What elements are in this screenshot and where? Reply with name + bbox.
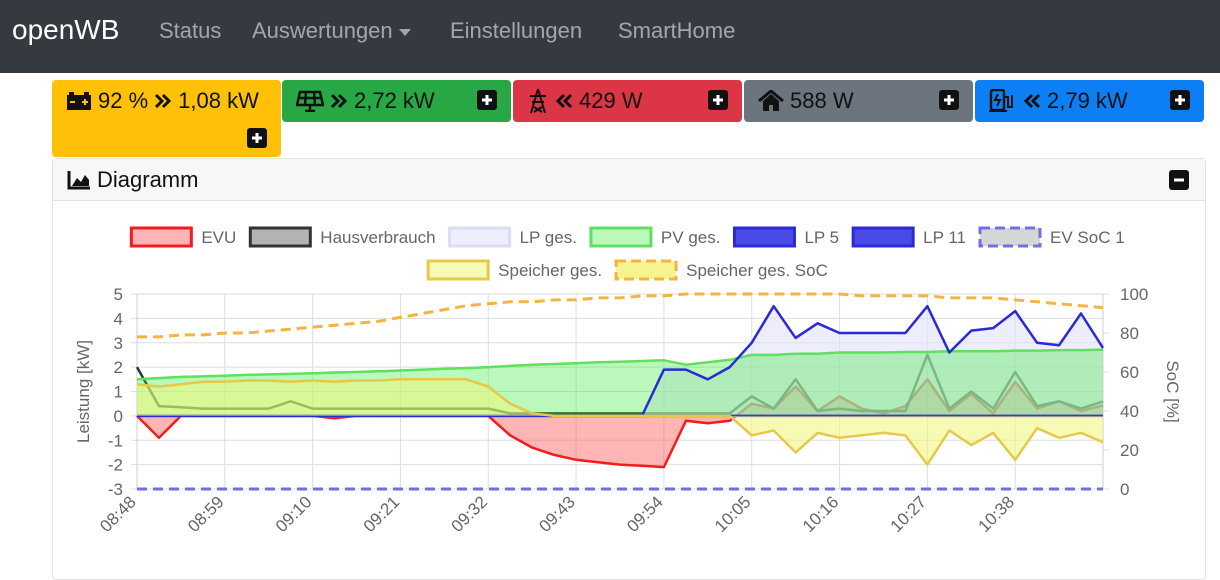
tile-value: 92 % (98, 88, 149, 113)
plus-button[interactable] (939, 90, 959, 110)
plus-button[interactable] (477, 90, 497, 110)
nav-link[interactable]: SmartHome (618, 18, 736, 43)
y-tick-label: 4 (114, 309, 123, 328)
legend-swatch (426, 259, 490, 281)
y2-axis-title: SoC [%] (1163, 360, 1182, 422)
house-tile[interactable]: 588 W (744, 80, 973, 122)
plus-button[interactable] (708, 90, 728, 110)
y2-tick-label: 0 (1120, 480, 1129, 499)
brand[interactable]: openWB (12, 14, 120, 45)
nav-link[interactable]: Auswertungen (252, 18, 393, 43)
legend-row: EVU Hausverbrauch LP ges. PV ges. LP 5 LP 11 E… (129, 226, 1125, 248)
tile-text: 429 W (527, 88, 643, 114)
arrow-icon (1023, 93, 1041, 109)
navbar: openWB Status Auswertungen Einstellungen… (0, 0, 1220, 73)
x-tick-label: 10:16 (799, 492, 843, 536)
collapse-button[interactable] (1169, 170, 1189, 190)
chart-icon (67, 171, 90, 190)
y2-tick-label: 20 (1120, 441, 1139, 460)
x-tick-label: 08:59 (184, 492, 228, 536)
x-tick-label: 10:27 (887, 492, 931, 536)
x-tick-label: 09:32 (448, 492, 492, 536)
legend-swatch (589, 226, 653, 248)
x-tick-label: 09:54 (623, 492, 667, 536)
tile-value: 2,72 kW (354, 88, 435, 113)
battery-tile[interactable]: 92 % 1,08 kW (52, 80, 281, 157)
arrow-icon (155, 93, 172, 109)
y2-tick-label: 100 (1120, 285, 1148, 304)
series-line (136, 348, 1104, 381)
chargepoint-tile[interactable]: 2,79 kW (975, 80, 1204, 122)
area (137, 379, 1103, 465)
solar-icon (296, 90, 324, 112)
series-line (137, 292, 1104, 339)
series-line (136, 378, 1104, 466)
legend-label: Speicher ges. SoC (686, 261, 828, 280)
y-tick-label: 2 (114, 358, 123, 377)
tile-text: 92 % 1,08 kW (66, 88, 259, 114)
battery-icon (67, 92, 91, 110)
y-tick-label: -2 (108, 456, 123, 475)
nav-link[interactable]: Einstellungen (450, 18, 583, 43)
legend-swatch (614, 259, 678, 281)
x-tick-label: 09:10 (272, 492, 316, 536)
legend-swatch (448, 226, 512, 248)
nav-link[interactable]: Status (159, 18, 222, 43)
pylon-icon (530, 88, 546, 114)
legend-label: LP ges. (520, 228, 577, 247)
charger-icon (989, 89, 1013, 112)
tile-text: 588 W (758, 88, 854, 114)
x-tick-label: 10:05 (711, 492, 755, 536)
plus-button[interactable] (247, 128, 267, 148)
legend-label: EV SoC 1 (1050, 228, 1125, 247)
legend-label: LP 11 (923, 228, 966, 247)
y-tick-label: 3 (114, 334, 123, 353)
house-icon (758, 90, 784, 111)
x-tick-label: 09:21 (360, 492, 404, 536)
arrow-icon (330, 93, 348, 109)
legend-swatch (732, 226, 796, 248)
tile-value: 2,79 kW (1047, 88, 1128, 113)
legend-label: EVU (201, 228, 236, 247)
plus-button[interactable] (1170, 90, 1190, 110)
y-tick-label: 5 (114, 285, 123, 304)
nav-dropdown[interactable]: Auswertungen (252, 18, 411, 44)
pv-tile[interactable]: 2,72 kW (282, 80, 511, 122)
tile-text: 2,79 kW (989, 88, 1128, 114)
legend-swatch (248, 226, 312, 248)
legend-swatch (129, 226, 193, 248)
caret (398, 28, 411, 36)
legend-row: Speicher ges. Speicher ges. SoC (426, 259, 828, 281)
y2-tick-label: 40 (1120, 402, 1139, 421)
legend-swatch (851, 226, 915, 248)
y-axis-title: Leistung [kW] (74, 340, 93, 443)
arrow-icon (555, 93, 573, 109)
tile-value: 588 W (790, 88, 854, 113)
legend-label: LP 5 (804, 228, 839, 247)
tile-value: 1,08 kW (178, 88, 259, 113)
legend-label: PV ges. (661, 228, 721, 247)
y2-tick-label: 80 (1120, 324, 1139, 343)
card-title: Diagramm (97, 167, 199, 192)
tile-value: 429 W (579, 88, 643, 113)
card-header[interactable]: Diagramm (53, 159, 1205, 201)
area (137, 379, 1103, 468)
y-tick-label: 1 (114, 383, 123, 402)
tile-text: 2,72 kW (296, 88, 435, 114)
y-tick-label: -3 (108, 480, 123, 499)
x-tick-label: 09:43 (535, 492, 579, 536)
legend-label: Hausverbrauch (320, 228, 435, 247)
y2-tick-label: 60 (1120, 363, 1139, 382)
legend-swatch (978, 226, 1042, 248)
x-tick-label: 10:38 (974, 492, 1018, 536)
y-tick-label: 0 (114, 407, 123, 426)
legend-label: Speicher ges. (498, 261, 602, 280)
y-tick-label: -1 (108, 431, 123, 450)
grid-tile[interactable]: 429 W (513, 80, 742, 122)
